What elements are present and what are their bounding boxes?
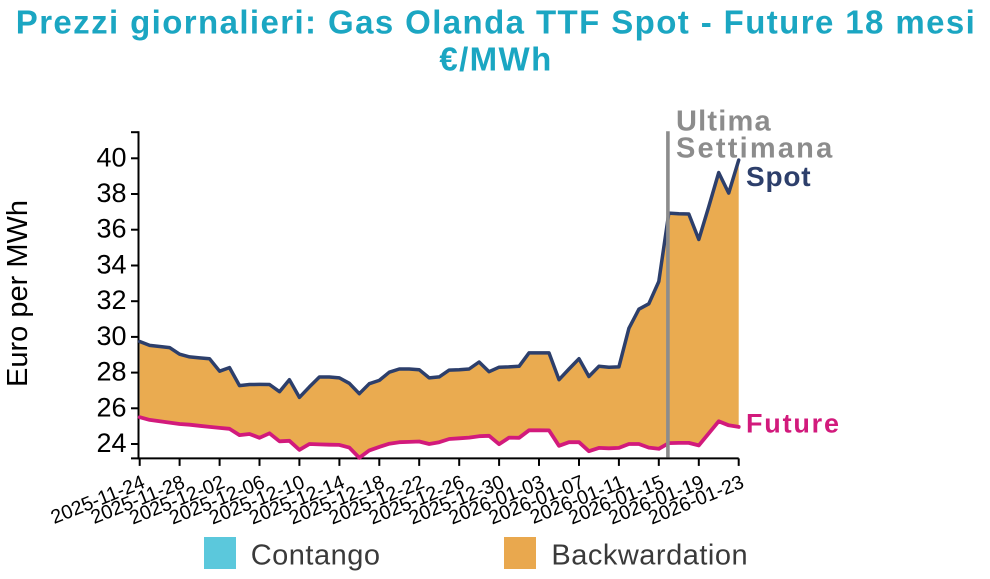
svg-text:Ultima: Ultima — [676, 106, 772, 138]
svg-text:28: 28 — [96, 357, 126, 387]
svg-text:40: 40 — [96, 142, 126, 172]
svg-text:Future: Future — [746, 409, 841, 439]
svg-text:Euro per MWh: Euro per MWh — [2, 200, 34, 387]
svg-text:Settimana: Settimana — [676, 133, 834, 165]
svg-text:Spot: Spot — [746, 161, 811, 192]
svg-text:Prezzi giornalieri: Gas Olanda: Prezzi giornalieri: Gas Olanda TTF Spot … — [16, 3, 976, 40]
svg-text:26: 26 — [96, 392, 126, 422]
svg-text:€/MWh: €/MWh — [439, 41, 552, 78]
svg-text:Backwardation: Backwardation — [551, 539, 748, 571]
svg-text:38: 38 — [96, 178, 126, 208]
svg-text:Contango: Contango — [251, 539, 381, 571]
svg-text:34: 34 — [96, 250, 126, 280]
svg-text:30: 30 — [96, 321, 126, 351]
svg-text:32: 32 — [96, 285, 126, 315]
svg-text:36: 36 — [96, 214, 126, 244]
svg-text:24: 24 — [96, 428, 126, 458]
